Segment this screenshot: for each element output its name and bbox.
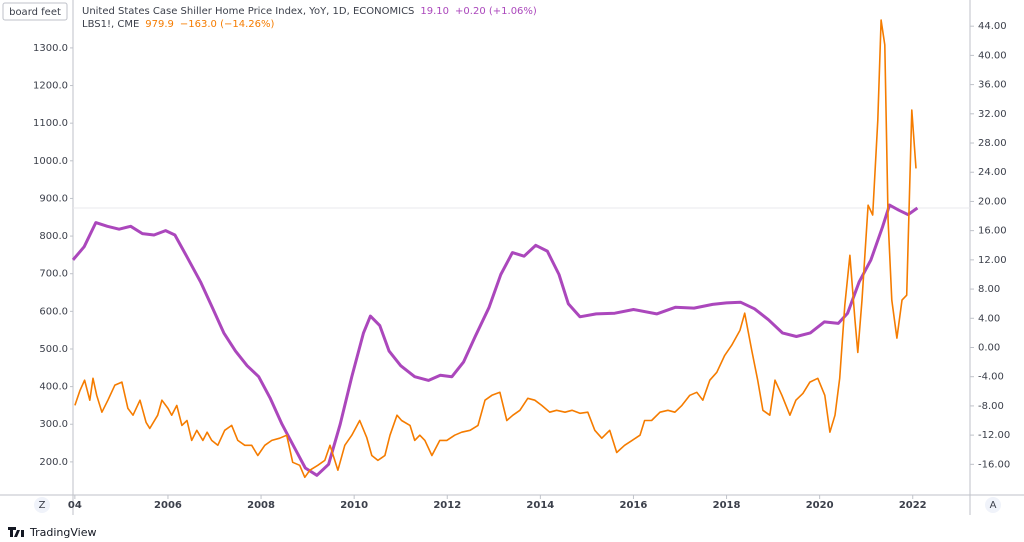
logo [8, 527, 24, 537]
y2-tick-label: 8.00 [978, 284, 1000, 295]
y2-tick-label: 44.00 [978, 21, 1007, 32]
legend-name: United States Case Shiller Home Price In… [82, 6, 414, 17]
legend-change: −163.0 (−14.26%) [180, 19, 275, 30]
y-tick-label: 1000.0 [33, 156, 68, 167]
y2-tick-label: 0.00 [978, 342, 1000, 353]
x-tick-label: 2010 [340, 500, 368, 511]
legend-last: 979.9 [145, 19, 174, 30]
y-tick-label: 200.0 [39, 457, 68, 468]
x-tick-label: 2006 [154, 500, 182, 511]
x-tick-label: 2018 [713, 500, 741, 511]
x-tick-label: 2014 [526, 500, 554, 511]
y2-tick-label: 24.00 [978, 167, 1007, 178]
y2-tick-label: 40.00 [978, 50, 1007, 61]
y-tick-label: 1300.0 [33, 43, 68, 54]
unit-box [2, 2, 68, 21]
y-tick-label: 700.0 [39, 269, 68, 280]
y-tick-label: 300.0 [39, 419, 68, 430]
y2-tick-label: 28.00 [978, 138, 1007, 149]
x-tick-label: 2016 [620, 500, 648, 511]
x-tick-label: 2022 [899, 500, 927, 511]
watermark: TradingView [29, 526, 96, 539]
y2-tick-label: 32.00 [978, 109, 1007, 120]
button[interactable] [34, 497, 50, 513]
series-line [74, 19, 917, 479]
button-label[interactable]: A [990, 500, 997, 511]
y-tick-label: 500.0 [39, 344, 68, 355]
y-tick-label: 1100.0 [33, 118, 68, 129]
button-label[interactable]: Z [39, 500, 46, 511]
series-line [71, 203, 919, 477]
legend-last: 19.10 [420, 6, 449, 17]
y2-tick-label: 4.00 [978, 313, 1000, 324]
y2-tick-label: -8.00 [978, 401, 1004, 412]
y2-tick-label: -4.00 [978, 372, 1004, 383]
legend-line: LBS1!, CME 979.9 −163.0 (−14.26%) [82, 19, 275, 30]
legend-name: LBS1!, CME [82, 19, 139, 30]
x-tick-label: 2020 [806, 500, 834, 511]
y2-tick-label: 12.00 [978, 255, 1007, 266]
y2-tick-label: 20.00 [978, 196, 1007, 207]
legend-change: +0.20 (+1.06%) [455, 6, 537, 17]
y2-tick-label: -12.00 [978, 430, 1010, 441]
y-tick-label: 1200.0 [33, 81, 68, 92]
y-tick-label: 900.0 [39, 193, 68, 204]
y-tick-label: 600.0 [39, 306, 68, 317]
y-tick-label: 800.0 [39, 231, 68, 242]
y-tick-label: 400.0 [39, 382, 68, 393]
y2-tick-label: 16.00 [978, 226, 1007, 237]
unit-label: board feet [9, 7, 61, 18]
x-tick-label: 2008 [247, 500, 275, 511]
y2-tick-label: 36.00 [978, 80, 1007, 91]
x-tick-label: 04 [68, 500, 82, 511]
legend-line: United States Case Shiller Home Price In… [82, 6, 537, 17]
y2-tick-label: -16.00 [978, 459, 1010, 470]
button[interactable] [985, 497, 1001, 513]
plot [71, 19, 970, 479]
x-tick-label: 2012 [433, 500, 461, 511]
